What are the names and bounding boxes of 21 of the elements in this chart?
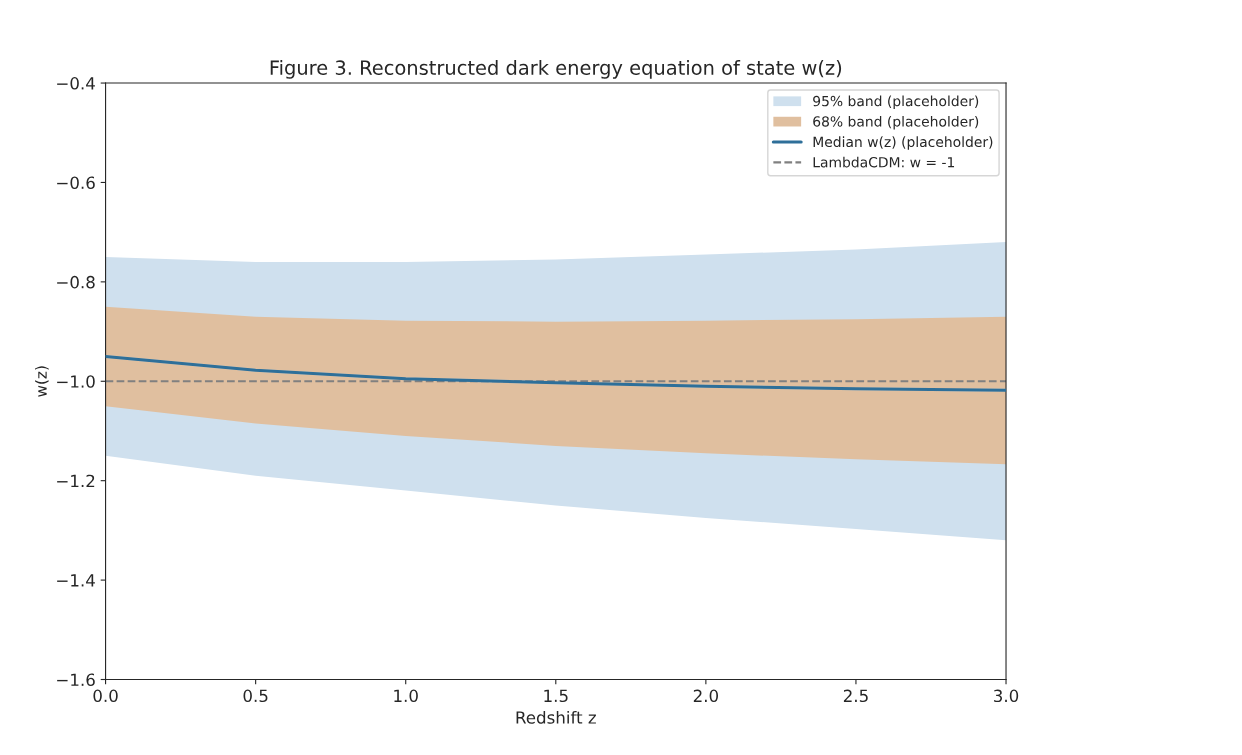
y-tick-label: −1.2 (57, 474, 95, 488)
legend-label: 95% band (placeholder) (813, 95, 979, 109)
legend-label: Median w(z) (placeholder) (813, 136, 993, 150)
chart-title: Figure 3. Reconstructed dark energy equation of state w(z) (270, 59, 842, 79)
y-tick-label: −0.6 (57, 176, 95, 190)
y-tick-label: −0.4 (57, 77, 95, 90)
y-tick-label: −1.0 (57, 375, 95, 388)
y-tick-label: −1.4 (57, 574, 95, 587)
x-tick-label: 1.5 (544, 689, 568, 703)
y-tick-label: −1.6 (57, 673, 95, 687)
legend-label: 68% band (placeholder) (813, 115, 979, 130)
y-axis-title: w(z) (35, 366, 49, 397)
legend-label: LambdaCDM: w = -1 (813, 156, 955, 168)
x-tick-label: 2.5 (843, 689, 868, 703)
x-tick-label: 0.0 (93, 689, 118, 703)
x-axis-title: Redshift z (516, 710, 596, 724)
x-tick-label: 1.0 (394, 689, 418, 703)
x-tick-label: 2.0 (693, 689, 719, 703)
x-tick-label: 3.0 (994, 689, 1019, 703)
y-tick-label: −0.8 (57, 275, 95, 289)
x-tick-label: 0.5 (243, 689, 268, 703)
